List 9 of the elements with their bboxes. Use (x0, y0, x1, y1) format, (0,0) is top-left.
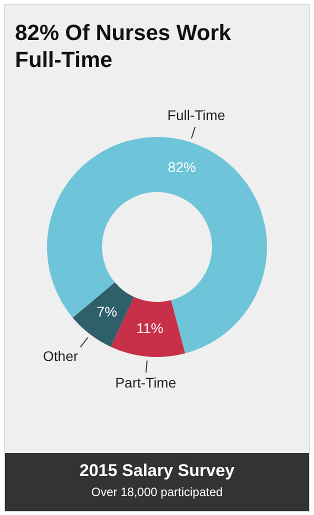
slice-label: Other (43, 348, 78, 364)
data-label: 7% (96, 303, 118, 320)
data-label: 11% (136, 320, 164, 336)
text: 2015 Salary Survey (78, 461, 236, 481)
chart-title: 82% Of Nurses Work Full-Time (15, 19, 232, 73)
slice-label: Part-Time (115, 374, 176, 390)
slice-label: Full-Time (167, 106, 226, 123)
text: Over 18,000 participated (90, 485, 224, 499)
data-label: 82% (168, 159, 196, 176)
